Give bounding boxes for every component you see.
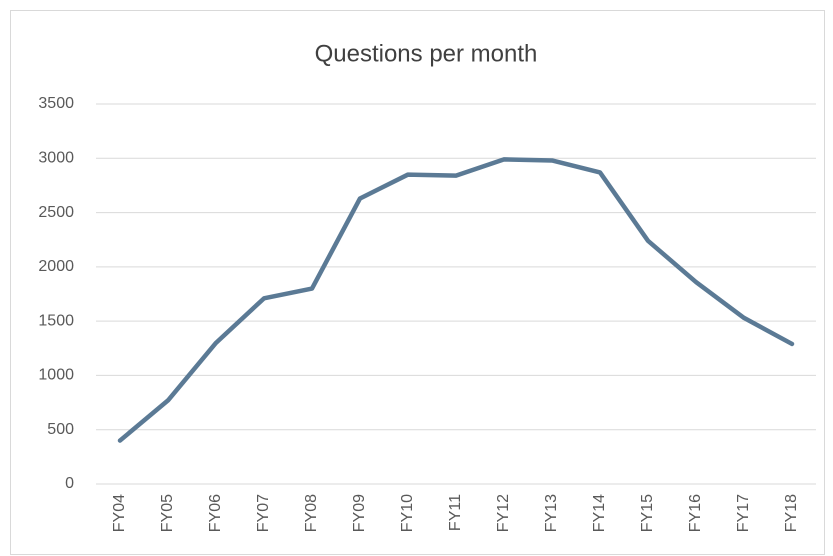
x-tick-label: FY12 [495, 494, 512, 532]
x-tick-label: FY05 [159, 494, 176, 532]
x-tick-label: FY15 [639, 494, 656, 532]
y-tick-label: 1000 [38, 367, 74, 384]
x-tick-label: FY10 [399, 494, 416, 532]
x-tick-label: FY11 [447, 494, 464, 531]
x-tick-label: FY14 [591, 494, 608, 532]
x-tick-label: FY16 [687, 494, 704, 532]
x-tick-label: FY06 [207, 494, 224, 532]
x-tick-label: FY09 [351, 494, 368, 532]
y-tick-label: 3500 [38, 95, 74, 112]
x-tick-label: FY08 [303, 494, 320, 532]
x-tick-label: FY18 [783, 494, 800, 532]
x-tick-label: FY04 [111, 494, 128, 532]
y-tick-label: 3000 [38, 150, 74, 167]
y-tick-label: 1500 [38, 312, 74, 329]
x-tick-label: FY07 [255, 494, 272, 532]
chart-frame [10, 10, 825, 555]
x-tick-label: FY13 [543, 494, 560, 532]
y-tick-label: 500 [47, 421, 74, 438]
data-line [117, 157, 795, 443]
y-tick-label: 2500 [38, 204, 74, 221]
x-tick-label: FY17 [735, 494, 752, 532]
chart-title: Questions per month [315, 40, 538, 67]
y-tick-label: 2000 [38, 258, 74, 275]
y-tick-label: 0 [65, 475, 74, 492]
